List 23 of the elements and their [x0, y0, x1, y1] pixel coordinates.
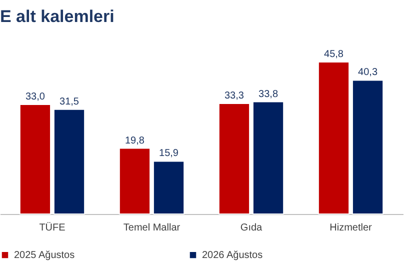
- x-tick-label: Temel Mallar: [123, 222, 181, 234]
- data-label: 33,3: [224, 90, 244, 102]
- bar: [218, 102, 250, 214]
- bar: [352, 80, 384, 214]
- data-label: 15,9: [159, 148, 179, 160]
- data-label: 33,8: [258, 88, 278, 100]
- bar: [152, 160, 185, 214]
- bar: [252, 101, 284, 214]
- data-label: 31,5: [60, 96, 80, 108]
- data-label: 45,8: [324, 48, 344, 60]
- x-tick-label: Gıda: [240, 222, 263, 234]
- legend-label: 2025 Ağustos: [14, 250, 75, 262]
- bar: [53, 108, 86, 214]
- x-tick-label: Hizmetler: [330, 222, 373, 234]
- x-tick-label: TÜFE: [39, 222, 66, 234]
- bar: [19, 104, 52, 214]
- bar: [318, 61, 350, 214]
- data-label: 40,3: [358, 67, 378, 78]
- data-label: 19,8: [124, 135, 145, 146]
- bar: [118, 148, 151, 214]
- legend-label: 2026 Ağustos: [202, 250, 263, 262]
- data-label: 33,0: [25, 91, 46, 102]
- chart-title: E alt kalemleri: [0, 7, 114, 26]
